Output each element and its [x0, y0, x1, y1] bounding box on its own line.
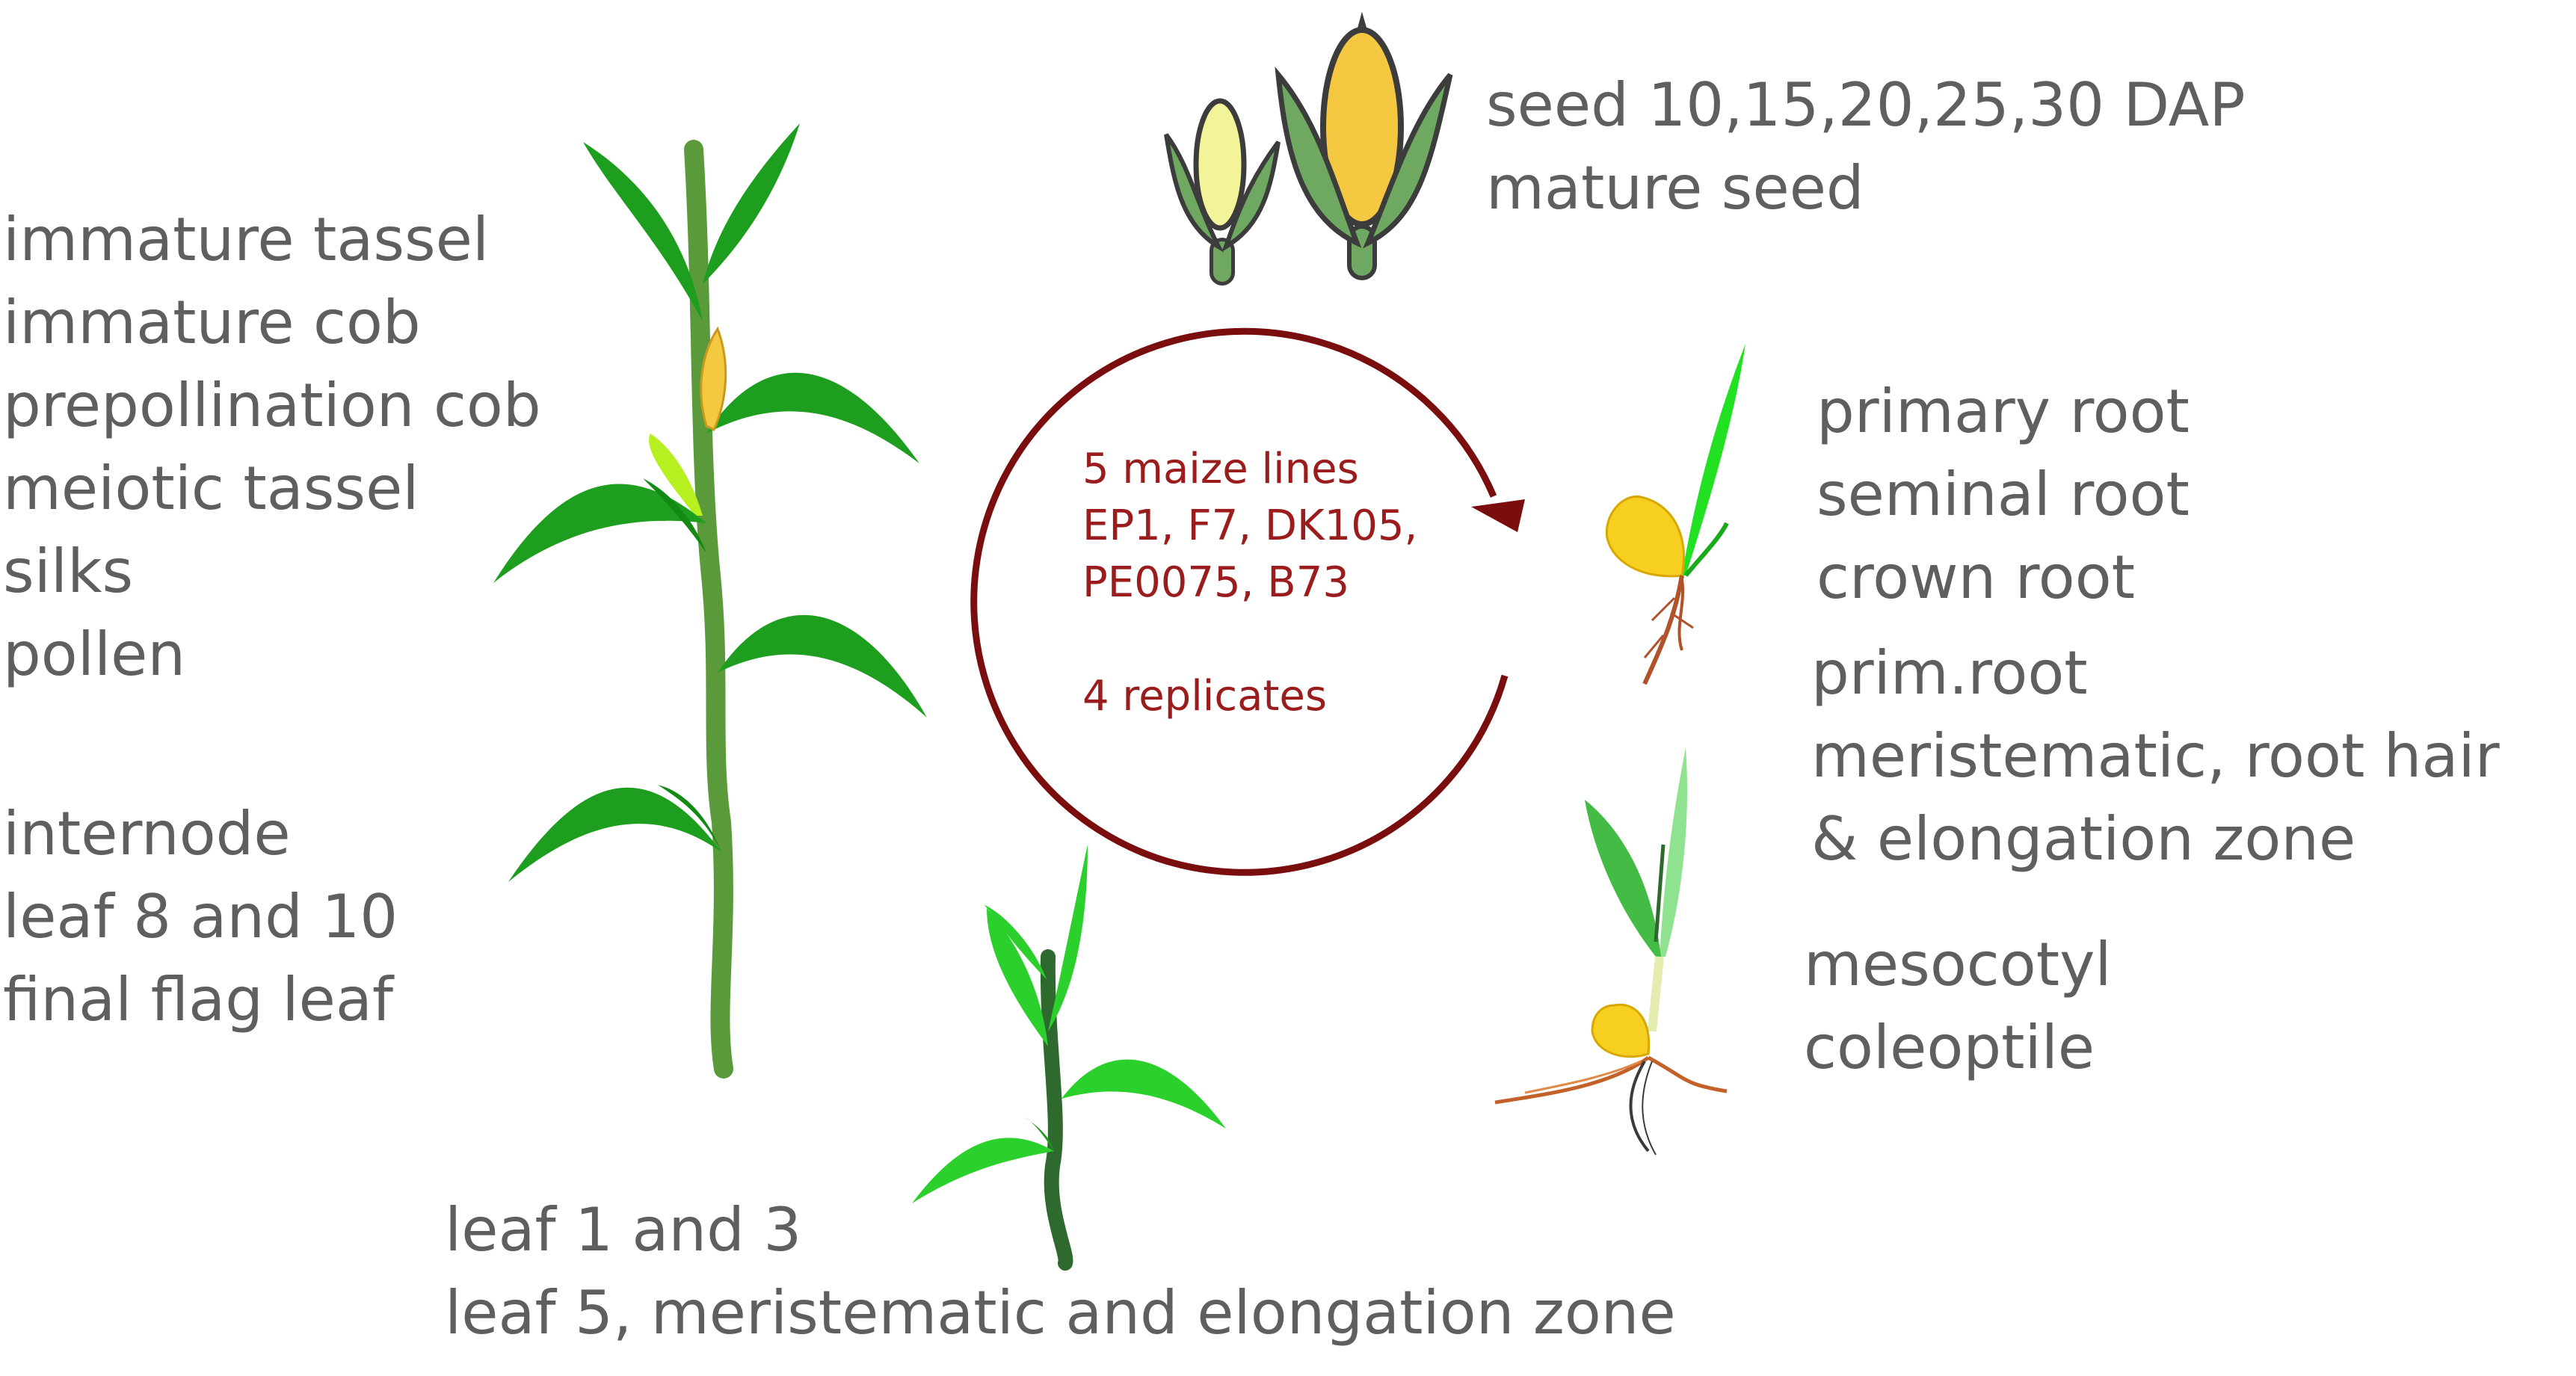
cycle-center-text: 5 maize lines EP1, F7, DK105, PE0075, B7… — [1082, 441, 1417, 725]
label-replicates: 4 replicates — [1082, 672, 1328, 721]
cycle-arrow — [970, 327, 1525, 876]
label-immature-cob: immature cob — [3, 288, 421, 357]
label-leaf-1-and-3: leaf 1 and 3 — [445, 1195, 802, 1265]
young-maize-plant-icon — [912, 845, 1226, 1271]
seed-labels: seed 10,15,20,25,30 DAP mature seed — [1486, 64, 2246, 229]
label-prim-root: prim.root — [1811, 638, 2088, 708]
label-mature-seed: mature seed — [1486, 153, 1864, 223]
large-corn-ear-icon — [1275, 11, 1453, 280]
label-prepollination-cob: prepollination cob — [3, 371, 541, 440]
label-leaf-8-and-10: leaf 8 and 10 — [3, 882, 398, 951]
label-seed-dap: seed 10,15,20,25,30 DAP — [1486, 70, 2246, 140]
label-maize-lines-title: 5 maize lines — [1082, 445, 1359, 493]
label-maize-lines-1: EP1, F7, DK105, — [1082, 502, 1418, 550]
label-maize-lines-2: PE0075, B73 — [1082, 558, 1349, 607]
label-seminal-root: seminal root — [1817, 460, 2190, 529]
young-leaf-labels: leaf 1 and 3 leaf 5, meristematic and el… — [445, 1188, 1676, 1354]
seedling-labels: mesocotyl coleoptile — [1804, 923, 2112, 1089]
small-corn-ear-icon — [1164, 98, 1281, 286]
label-meristematic-root-hair: meristematic, root hair — [1811, 721, 2500, 791]
mature-maize-plant-icon — [493, 123, 927, 1079]
label-mesocotyl: mesocotyl — [1804, 930, 2112, 999]
label-silks: silks — [3, 537, 134, 606]
label-primary-root: primary root — [1817, 377, 2190, 446]
root-labels: primary root seminal root crown root — [1817, 370, 2190, 619]
label-meiotic-tassel: meiotic tassel — [3, 454, 419, 523]
germinating-seed-icon — [1605, 344, 1745, 685]
label-internode: internode — [3, 799, 291, 869]
label-crown-root: crown root — [1817, 543, 2136, 612]
label-coleoptile: coleoptile — [1804, 1013, 2095, 1082]
label-immature-tassel: immature tassel — [3, 205, 490, 274]
seedling-mesocotyl-icon — [1494, 747, 1728, 1156]
root-zone-labels: prim.root meristematic, root hair & elon… — [1811, 632, 2500, 880]
adult-plant-labels: immature tassel immature cob prepollinat… — [3, 198, 541, 696]
label-final-flag-leaf: final flag leaf — [3, 965, 394, 1034]
label-elongation-zone: & elongation zone — [1811, 804, 2356, 874]
label-pollen: pollen — [3, 620, 186, 689]
label-leaf-5-zones: leaf 5, meristematic and elongation zone — [445, 1278, 1676, 1348]
stem-leaf-labels: internode leaf 8 and 10 final flag leaf — [3, 792, 398, 1041]
